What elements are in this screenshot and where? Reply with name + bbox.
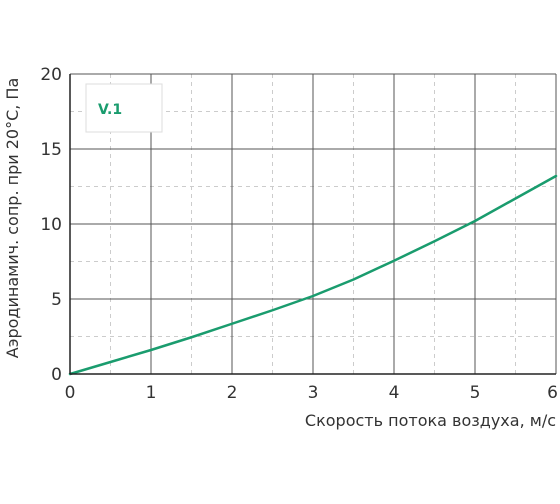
axes xyxy=(69,74,556,375)
x-tick-label: 5 xyxy=(470,383,481,403)
y-tick-label: 20 xyxy=(40,65,62,85)
tick-labels: 0 1 2 3 4 5 6 0 5 10 15 20 xyxy=(40,65,558,403)
legend-series-label: V.1 xyxy=(98,102,122,118)
x-tick-label: 2 xyxy=(227,383,238,403)
x-axis-title: Скорость потока воздуха, м/с xyxy=(305,411,556,430)
x-tick-label: 6 xyxy=(547,383,558,403)
major-grid xyxy=(70,73,557,374)
y-axis-title: Аэродинамич. сопр. при 20°С, Па xyxy=(3,78,22,359)
y-tick-label: 10 xyxy=(40,215,62,235)
legend-box xyxy=(85,83,163,133)
x-tick-label: 3 xyxy=(308,383,319,403)
x-tick-label: 4 xyxy=(389,383,400,403)
x-tick-label: 1 xyxy=(146,383,157,403)
series-line xyxy=(68,174,558,376)
y-tick-label: 0 xyxy=(51,365,62,385)
x-tick-label: 0 xyxy=(65,383,76,403)
y-tick-label: 5 xyxy=(51,290,62,310)
series-layer xyxy=(68,174,558,376)
legend: V.1 xyxy=(85,83,163,133)
y-tick-label: 15 xyxy=(40,140,62,160)
